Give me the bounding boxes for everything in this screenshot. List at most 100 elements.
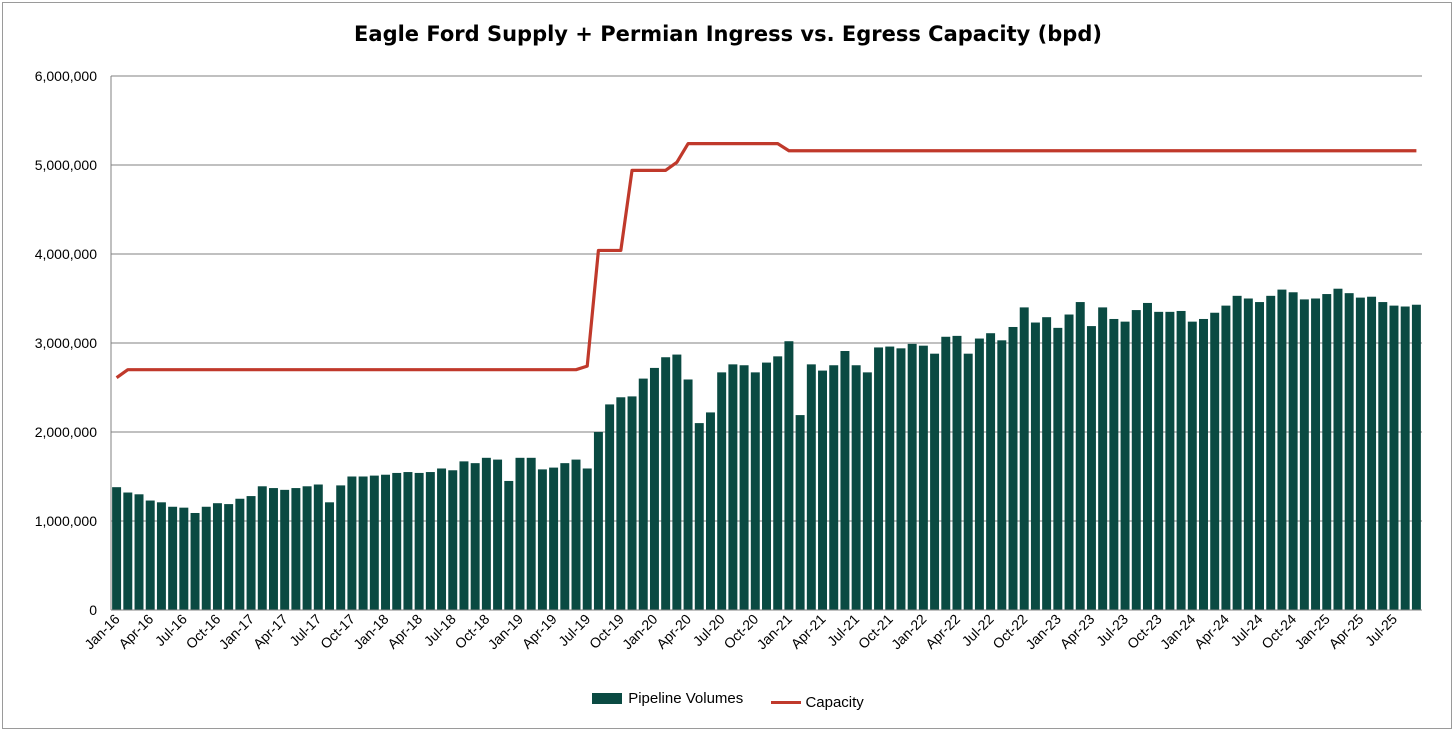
bar: [829, 365, 839, 610]
x-tick-label: Apr-23: [1057, 611, 1098, 652]
y-axis-ticks: 0 1,000,000 2,000,000 3,000,000 4,000,000 5,0…: [35, 68, 98, 618]
bar: [862, 372, 872, 610]
bar: [1400, 306, 1410, 610]
legend-item-pipeline-volumes[interactable]: Pipeline Volumes: [592, 690, 743, 707]
x-tick-label: Oct-22: [989, 611, 1030, 652]
bar: [280, 489, 290, 610]
legend-label: Capacity: [805, 694, 864, 711]
bar: [1030, 322, 1040, 610]
x-tick-label: Apr-20: [653, 611, 694, 652]
x-tick-label: Jan-25: [1291, 611, 1333, 653]
legend: Pipeline Volumes Capacity: [0, 690, 1456, 711]
bar: [1086, 326, 1096, 610]
bar: [358, 476, 368, 610]
bar: [705, 412, 715, 610]
x-tick-label: Apr-21: [788, 611, 829, 652]
bar: [986, 333, 996, 610]
bar: [1277, 289, 1287, 610]
y-tick-label: 2,000,000: [35, 424, 97, 440]
bar: [1199, 318, 1208, 610]
bar: [235, 498, 245, 610]
bar: [201, 506, 211, 610]
bar: [1008, 326, 1018, 610]
x-tick-label: Oct-23: [1124, 611, 1165, 652]
x-tick-label: Oct-16: [183, 611, 224, 652]
bar: [997, 340, 1007, 610]
bar: [1344, 293, 1354, 610]
bar: [526, 457, 536, 610]
bar: [481, 457, 491, 610]
bar: [1411, 304, 1421, 610]
bar: [885, 346, 895, 610]
bar: [504, 480, 514, 610]
bar: [549, 467, 559, 610]
bar: [112, 487, 122, 610]
bar: [470, 463, 480, 610]
bar: [571, 459, 581, 610]
legend-swatch-line: [771, 701, 802, 704]
bar: [930, 353, 940, 610]
bar: [952, 335, 962, 610]
bar: [212, 503, 222, 610]
bar: [268, 488, 278, 610]
x-tick-label: Oct-18: [451, 611, 492, 652]
bar: [1131, 310, 1141, 610]
bar: [717, 372, 727, 610]
bar: [1311, 298, 1321, 610]
x-tick-label: Apr-18: [384, 611, 425, 652]
bar: [1389, 305, 1399, 610]
bar-series: [112, 288, 1421, 610]
bar: [325, 502, 334, 610]
y-tick-label: 3,000,000: [35, 335, 97, 351]
bar: [291, 488, 301, 610]
legend-item-capacity[interactable]: Capacity: [771, 694, 864, 711]
bar: [179, 507, 189, 610]
bar: [683, 379, 693, 610]
x-tick-label: Apr-25: [1325, 611, 1366, 652]
x-tick-label: Jan-23: [1022, 611, 1064, 653]
bar: [582, 468, 592, 610]
x-tick-label: Jan-20: [619, 611, 661, 653]
bar: [750, 372, 760, 610]
bar: [616, 397, 626, 610]
bar: [1042, 317, 1052, 610]
bar: [560, 463, 570, 610]
chart-title: Eagle Ford Supply + Permian Ingress vs. …: [354, 22, 1102, 46]
y-tick-label: 4,000,000: [35, 246, 97, 262]
bar: [851, 365, 861, 610]
x-tick-label: Oct-20: [720, 611, 761, 652]
bar: [638, 378, 648, 610]
bar: [1019, 307, 1029, 610]
bar: [784, 341, 794, 610]
bar: [1210, 312, 1220, 610]
bar: [1355, 297, 1365, 610]
bar: [1187, 321, 1197, 610]
bar: [156, 502, 166, 610]
bar: [593, 432, 603, 610]
x-tick-label: Jan-19: [485, 611, 527, 653]
y-tick-label: 6,000,000: [35, 68, 97, 84]
x-tick-label: Jan-21: [753, 611, 795, 653]
bar: [493, 459, 503, 610]
bar: [739, 365, 749, 610]
bar: [1232, 295, 1242, 610]
line-series: [115, 142, 1417, 380]
x-tick-label: Jan-18: [350, 611, 392, 653]
bar: [694, 423, 704, 610]
bar: [403, 472, 413, 610]
bar: [1064, 314, 1074, 610]
bar: [1165, 311, 1175, 610]
bar: [168, 506, 178, 610]
x-tick-label: Apr-22: [922, 611, 963, 652]
bar: [1299, 299, 1309, 610]
bar: [369, 475, 379, 610]
bar: [257, 486, 267, 610]
bar: [661, 357, 671, 610]
x-tick-label: Oct-21: [855, 611, 896, 652]
bar: [963, 353, 973, 610]
y-tick-label: 0: [89, 602, 97, 618]
bar: [874, 347, 884, 610]
bar: [672, 354, 682, 610]
bar: [1266, 295, 1276, 610]
